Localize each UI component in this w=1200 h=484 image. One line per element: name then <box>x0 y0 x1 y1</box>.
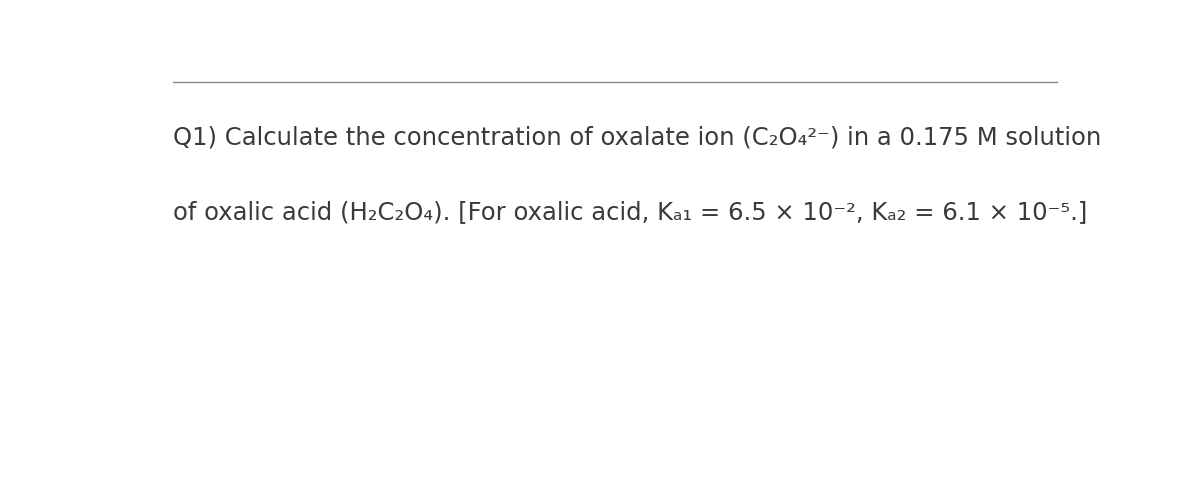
Text: of oxalic acid (H₂C₂O₄). [For oxalic acid, Kₐ₁ = 6.5 × 10⁻², Kₐ₂ = 6.1 × 10⁻⁵.]: of oxalic acid (H₂C₂O₄). [For oxalic aci… <box>173 200 1087 224</box>
Text: Q1) Calculate the concentration of oxalate ion (C₂O₄²⁻) in a 0.175 M solution: Q1) Calculate the concentration of oxala… <box>173 125 1102 149</box>
